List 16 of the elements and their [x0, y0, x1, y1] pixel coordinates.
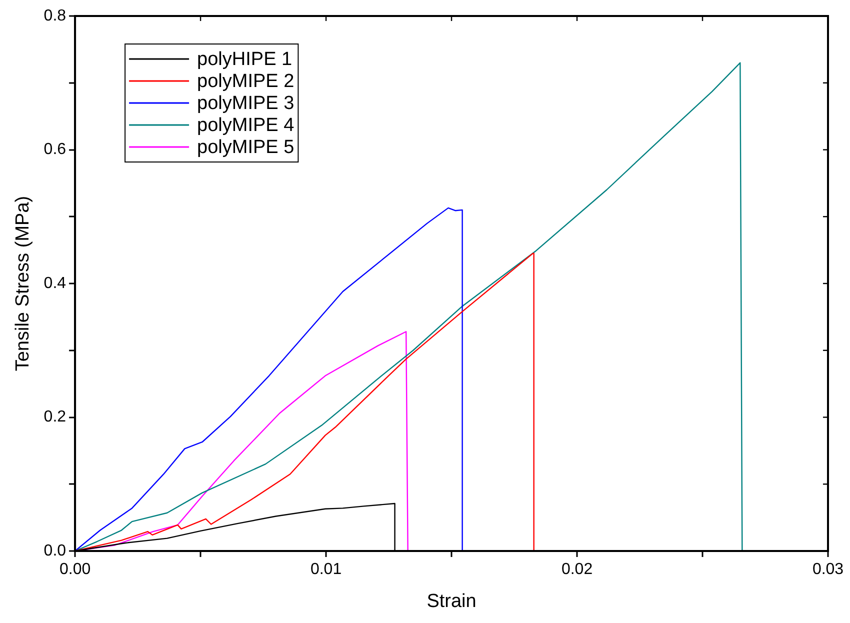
x-tick-label: 0.00 [59, 561, 91, 578]
y-axis-title: Tensile Stress (MPa) [12, 196, 34, 372]
legend-label: polyMIPE 2 [197, 71, 294, 92]
x-tick-label: 0.01 [310, 561, 342, 578]
y-tick-label: 0.8 [44, 7, 66, 24]
x-axis-title: Strain [426, 590, 476, 612]
legend-label: polyHIPE 1 [197, 49, 292, 70]
y-tick-label: 0.2 [44, 408, 66, 426]
x-tick-label: 0.03 [812, 561, 844, 578]
legend-label: polyMIPE 5 [197, 137, 294, 158]
y-tick-label: 0.0 [44, 542, 66, 560]
legend-label: polyMIPE 3 [197, 93, 294, 114]
legend-label: polyMIPE 4 [197, 115, 295, 136]
y-tick-label: 0.4 [44, 274, 66, 292]
y-tick-label: 0.6 [44, 141, 66, 158]
x-tick-label: 0.02 [561, 561, 593, 578]
